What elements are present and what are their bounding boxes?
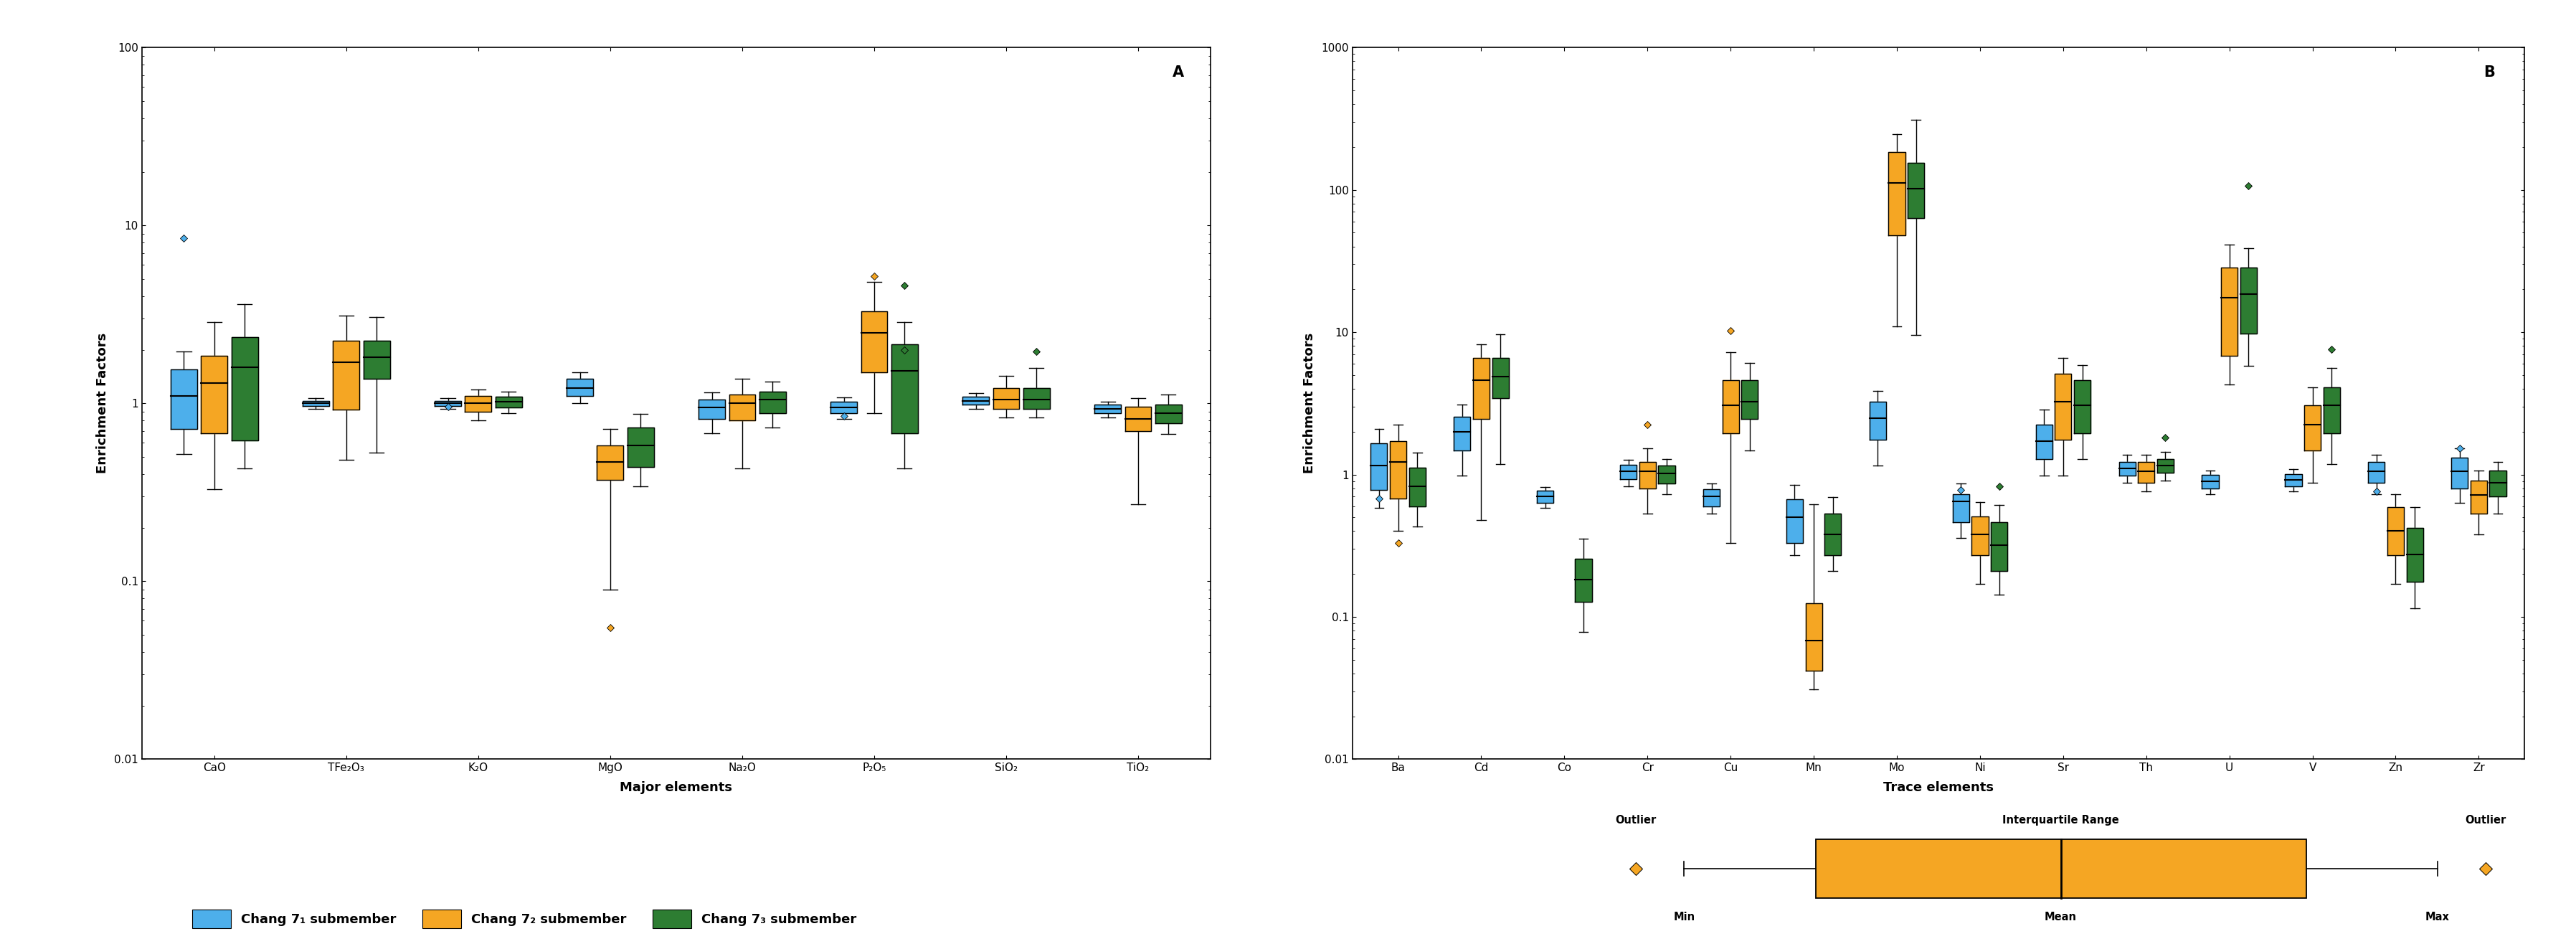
Polygon shape xyxy=(1971,516,1989,555)
Polygon shape xyxy=(829,401,858,413)
Polygon shape xyxy=(1095,405,1121,413)
Polygon shape xyxy=(1888,152,1906,235)
Legend: Chang 7₁ submember, Chang 7₂ submember, Chang 7₃ submember: Chang 7₁ submember, Chang 7₂ submember, … xyxy=(188,904,863,933)
Polygon shape xyxy=(1659,465,1674,484)
Polygon shape xyxy=(963,397,989,405)
Polygon shape xyxy=(1991,523,2007,571)
Polygon shape xyxy=(1870,401,1886,440)
Text: Max: Max xyxy=(2424,912,2450,922)
Text: Interquartile Range: Interquartile Range xyxy=(2002,815,2120,826)
X-axis label: Trace elements: Trace elements xyxy=(1883,781,1994,794)
Polygon shape xyxy=(2156,458,2174,473)
Polygon shape xyxy=(2056,374,2071,440)
Polygon shape xyxy=(598,445,623,480)
Polygon shape xyxy=(201,356,227,433)
FancyBboxPatch shape xyxy=(1816,839,2306,898)
Polygon shape xyxy=(2488,471,2506,496)
Polygon shape xyxy=(1370,443,1388,490)
Polygon shape xyxy=(2303,405,2321,450)
Text: Outlier: Outlier xyxy=(1615,815,1656,826)
Polygon shape xyxy=(2035,424,2053,459)
Polygon shape xyxy=(2285,474,2303,486)
Polygon shape xyxy=(860,311,886,372)
Text: A: A xyxy=(1172,65,1185,80)
Polygon shape xyxy=(891,344,917,433)
Polygon shape xyxy=(232,337,258,440)
Text: Min: Min xyxy=(1674,912,1695,922)
Polygon shape xyxy=(1953,494,1968,523)
Polygon shape xyxy=(1538,491,1553,503)
Polygon shape xyxy=(2202,475,2218,489)
Polygon shape xyxy=(2470,480,2486,513)
Polygon shape xyxy=(760,392,786,413)
Polygon shape xyxy=(1574,559,1592,602)
Polygon shape xyxy=(1620,465,1636,479)
Polygon shape xyxy=(698,400,724,419)
Polygon shape xyxy=(495,397,523,407)
Text: Outlier: Outlier xyxy=(2465,815,2506,826)
Polygon shape xyxy=(1638,462,1656,489)
Y-axis label: Enrichment Factors: Enrichment Factors xyxy=(1303,333,1316,474)
Polygon shape xyxy=(170,369,198,429)
X-axis label: Major elements: Major elements xyxy=(621,781,732,794)
Polygon shape xyxy=(2406,529,2424,582)
Polygon shape xyxy=(1703,489,1721,506)
Text: B: B xyxy=(2483,65,2496,80)
Polygon shape xyxy=(2241,268,2257,333)
Y-axis label: Enrichment Factors: Enrichment Factors xyxy=(95,333,108,474)
Text: Mean: Mean xyxy=(2045,912,2076,922)
Polygon shape xyxy=(2120,462,2136,475)
Polygon shape xyxy=(1453,417,1471,450)
Polygon shape xyxy=(466,396,492,412)
Polygon shape xyxy=(2074,381,2092,433)
Polygon shape xyxy=(729,395,755,420)
Polygon shape xyxy=(1492,358,1510,398)
Polygon shape xyxy=(332,341,361,410)
Polygon shape xyxy=(304,401,330,405)
Polygon shape xyxy=(1023,388,1048,409)
Polygon shape xyxy=(567,379,592,396)
Polygon shape xyxy=(992,388,1020,409)
Polygon shape xyxy=(1785,499,1803,543)
Polygon shape xyxy=(1741,381,1757,419)
Polygon shape xyxy=(435,401,461,405)
Polygon shape xyxy=(2388,507,2403,555)
Polygon shape xyxy=(2324,387,2339,433)
Polygon shape xyxy=(1409,468,1425,506)
Polygon shape xyxy=(363,341,389,379)
Polygon shape xyxy=(1723,381,1739,433)
Polygon shape xyxy=(1473,358,1489,419)
Polygon shape xyxy=(2367,462,2385,482)
Polygon shape xyxy=(2138,462,2154,482)
Polygon shape xyxy=(2452,457,2468,489)
Polygon shape xyxy=(1391,441,1406,498)
Polygon shape xyxy=(1126,406,1151,431)
Polygon shape xyxy=(1806,603,1821,671)
Polygon shape xyxy=(1824,513,1842,555)
Polygon shape xyxy=(2221,268,2239,356)
Polygon shape xyxy=(1909,162,1924,218)
Polygon shape xyxy=(629,428,654,467)
Polygon shape xyxy=(1154,405,1182,423)
